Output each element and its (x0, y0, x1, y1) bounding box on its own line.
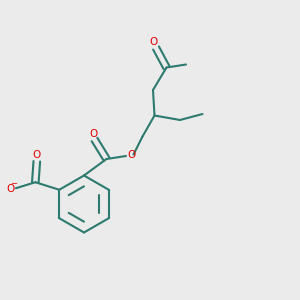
Text: O: O (89, 129, 97, 139)
Text: O: O (127, 149, 136, 160)
Text: O: O (33, 150, 41, 160)
Text: O: O (6, 184, 14, 194)
Text: −: − (10, 179, 17, 188)
Text: O: O (150, 37, 158, 47)
